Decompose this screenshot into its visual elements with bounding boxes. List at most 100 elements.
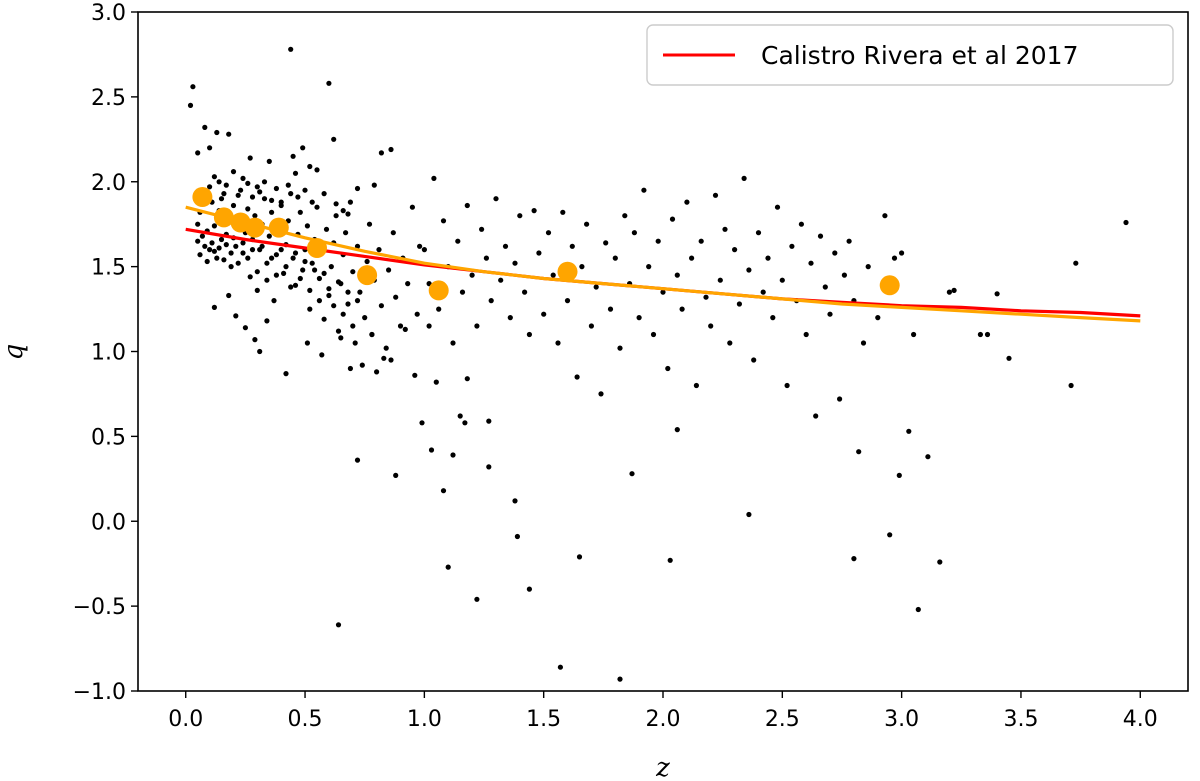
scatter-point-183 [354, 457, 361, 463]
scatter-point-295 [774, 204, 781, 210]
binned-point-6 [357, 265, 378, 286]
scatter-point-227 [450, 340, 456, 346]
scatter-point-323 [994, 291, 1000, 297]
scatter-point-72 [309, 260, 315, 266]
scatter-point-15 [314, 167, 320, 173]
scatter-point-175 [252, 337, 258, 343]
scatter-point-75 [316, 275, 322, 282]
scatter-point-39 [230, 202, 237, 209]
scatter-point-266 [636, 315, 642, 321]
scatter-point-21 [371, 182, 377, 188]
scatter-point-126 [278, 202, 284, 209]
scatter-point-271 [660, 289, 666, 295]
scatter-point-161 [312, 267, 318, 273]
scatter-point-80 [328, 264, 334, 270]
scatter-point-63 [288, 191, 294, 197]
scatter-point-88 [350, 269, 356, 275]
scatter-point-220 [335, 622, 342, 628]
scatter-point-154 [278, 247, 284, 253]
scatter-point-20 [354, 185, 361, 192]
y-tick-label-8: 3.0 [91, 1, 126, 26]
scatter-point-60 [281, 270, 287, 276]
scatter-point-139 [211, 248, 217, 254]
scatter-point-233 [479, 226, 485, 232]
scatter-point-34 [218, 236, 225, 243]
scatter-point-78 [323, 226, 330, 232]
scatter-point-190 [426, 323, 432, 329]
scatter-point-86 [343, 230, 349, 236]
binned-point-7 [428, 280, 449, 301]
scatter-point-13 [300, 145, 306, 151]
scatter-point-54 [266, 233, 272, 239]
scatter-point-149 [254, 269, 260, 275]
scatter-point-279 [698, 238, 704, 244]
scatter-point-310 [846, 238, 852, 244]
x-axis: 0.0 0.5 1.0 1.5 2.0 2.5 3.0 3.5 4.0 [168, 691, 1158, 732]
scatter-point-115 [218, 196, 225, 202]
scatter-point-240 [512, 260, 518, 266]
scatter-point-241 [517, 213, 523, 219]
scatter-point-229 [459, 289, 466, 295]
scatter-point-119 [240, 175, 246, 181]
x-axis-label: z [655, 753, 670, 781]
scatter-point-186 [393, 472, 399, 478]
scatter-point-29 [207, 247, 213, 253]
x-tick-label-2: 1.0 [407, 707, 442, 732]
scatter-point-104 [390, 230, 396, 236]
scatter-point-319 [946, 289, 953, 295]
scatter-point-245 [536, 250, 542, 256]
scatter-point-103 [388, 357, 394, 363]
scatter-point-55 [269, 209, 275, 215]
scatter-point-287 [736, 301, 743, 307]
scatter-point-5 [214, 129, 220, 136]
scatter-point-315 [882, 213, 888, 219]
scatter-point-19 [347, 199, 353, 205]
scatter-point-67 [297, 209, 303, 215]
scatter-point-318 [911, 331, 917, 338]
scatter-point-214 [896, 472, 902, 478]
scatter-point-122 [257, 189, 263, 195]
y-axis: −1.0 −0.5 0.0 0.5 1.0 1.5 2.0 2.5 3.0 [73, 1, 138, 705]
x-tick-label-5: 2.5 [765, 707, 800, 732]
scatter-point-177 [264, 318, 270, 324]
scatter-point-77 [321, 316, 327, 322]
scatter-point-71 [307, 306, 313, 312]
scatter-point-160 [307, 287, 313, 293]
legend-label-calistro-rivera: Calistro Rivera et al 2017 [761, 41, 1078, 70]
scatter-point-178 [283, 371, 289, 377]
scatter-point-239 [507, 315, 513, 321]
scatter-point-45 [245, 206, 251, 212]
scatter-point-11 [290, 153, 296, 159]
scatter-point-278 [693, 382, 700, 389]
binned-point-3 [244, 217, 265, 238]
scatter-point-181 [338, 335, 344, 341]
scatter-point-268 [646, 264, 652, 270]
scatter-point-0 [187, 102, 194, 108]
scatter-point-162 [316, 298, 322, 304]
scatter-point-42 [238, 187, 244, 193]
scatter-point-225 [440, 218, 447, 224]
scatter-point-213 [856, 449, 862, 455]
scatter-point-267 [641, 187, 647, 193]
scatter-point-131 [321, 191, 327, 197]
scatter-point-79 [326, 292, 332, 299]
scatter-point-164 [326, 286, 332, 292]
scatter-point-320 [951, 287, 957, 293]
scatter-point-141 [221, 257, 227, 263]
scatter-point-309 [841, 272, 848, 278]
scatter-point-110 [414, 311, 420, 317]
scatter-point-237 [498, 277, 504, 283]
scatter-point-247 [545, 230, 552, 236]
scatter-point-232 [474, 323, 480, 329]
scatter-point-10 [288, 46, 294, 52]
legend-box [646, 24, 1174, 86]
scatter-point-171 [211, 304, 217, 310]
scatter-point-100 [378, 303, 384, 309]
scatter-point-198 [464, 376, 470, 382]
y-tick-label-6: 2.0 [91, 171, 126, 196]
x-tick-label-0: 0.0 [168, 707, 203, 732]
scatter-point-182 [347, 365, 353, 372]
scatter-point-217 [925, 454, 931, 460]
scatter-point-70 [304, 223, 310, 229]
